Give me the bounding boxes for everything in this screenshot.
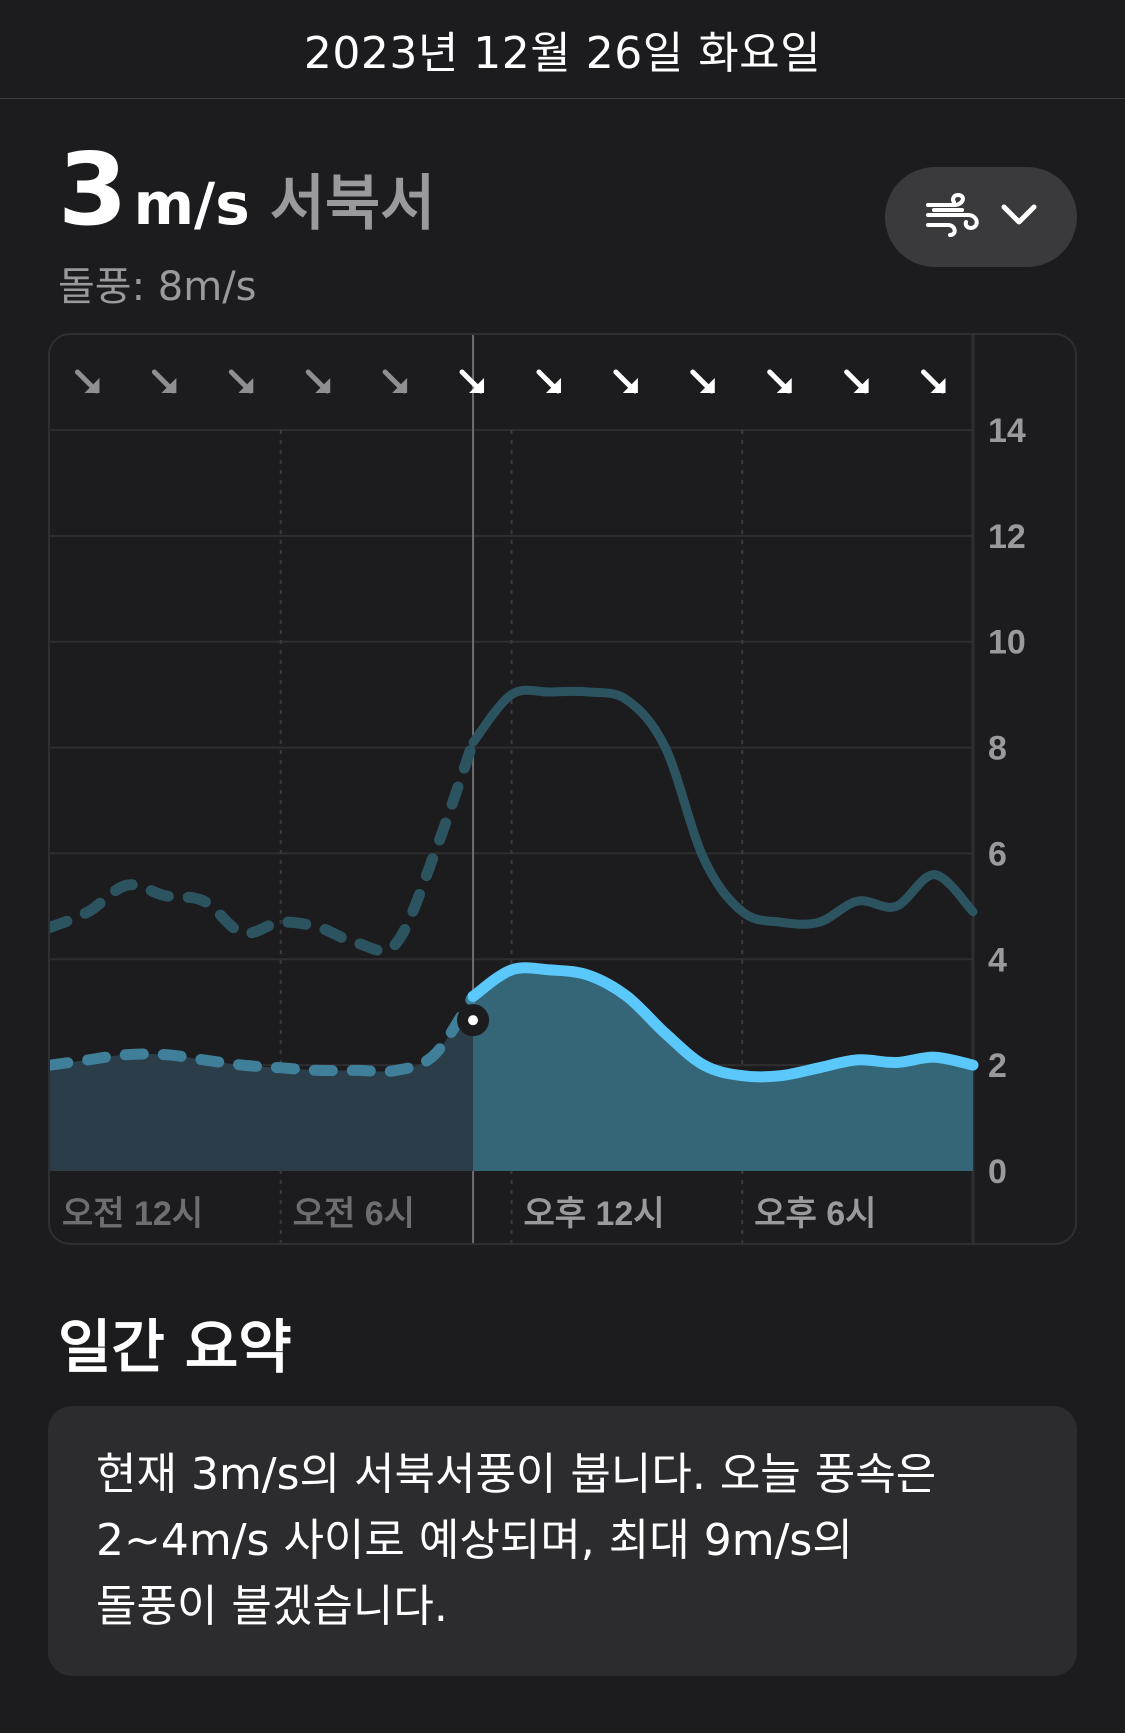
summary-text-line-2: 2~4m/s 사이로 예상되며, 최대 9m/s의 bbox=[96, 1515, 853, 1566]
gust-line-future bbox=[468, 685, 978, 929]
chevron-down-icon bbox=[1000, 203, 1038, 231]
wind-speed-unit: m/s bbox=[133, 170, 250, 238]
summary-title: 일간 요약 bbox=[58, 1313, 292, 1381]
wind-line-future bbox=[467, 962, 979, 1083]
y-tick-label: 0 bbox=[988, 1153, 1007, 1191]
wind-area-past bbox=[50, 996, 474, 1171]
wind-icon bbox=[924, 192, 982, 241]
direction-arrow-icon bbox=[921, 369, 946, 394]
wind-direction: 서북서 bbox=[269, 169, 436, 239]
gust-label: 돌풍: 8m/s bbox=[58, 264, 257, 310]
direction-arrow-icon bbox=[844, 369, 869, 394]
date-label: 2023년 12월 26일 화요일 bbox=[303, 28, 822, 79]
y-tick-label: 14 bbox=[988, 412, 1026, 450]
x-tick-label: 오전 12시 bbox=[62, 1195, 203, 1233]
direction-arrow-icon bbox=[690, 369, 715, 394]
wind-chart: 0 2 4 6 8 10 12 14 오전 12시 오전 6시 오후 12시 오후 6시 bbox=[48, 333, 1077, 1245]
summary-text-line-1: 현재 3m/s의 서북서풍이 붑니다. 오늘 풍속은 bbox=[96, 1449, 937, 1500]
direction-arrow-icon bbox=[151, 369, 177, 394]
direction-arrow-icon bbox=[459, 369, 485, 394]
direction-arrow-icon bbox=[305, 369, 331, 394]
y-tick-label: 6 bbox=[988, 835, 1007, 873]
direction-arrow-icon bbox=[613, 369, 638, 394]
gust-line-past bbox=[50, 736, 479, 957]
date-header: 2023년 12월 26일 화요일 bbox=[0, 0, 1125, 99]
direction-arrow-icon bbox=[382, 369, 408, 394]
y-tick-label: 4 bbox=[988, 941, 1007, 979]
y-tick-label: 2 bbox=[988, 1047, 1007, 1085]
metric-picker-button[interactable] bbox=[885, 167, 1077, 267]
direction-arrow-icon bbox=[536, 369, 561, 394]
wind-area-future bbox=[473, 967, 973, 1171]
x-tick-label: 오후 6시 bbox=[754, 1195, 876, 1233]
x-tick-label: 오전 6시 bbox=[293, 1195, 415, 1233]
direction-arrow-icon bbox=[767, 369, 792, 394]
direction-arrow-icon bbox=[74, 369, 100, 394]
x-tick-label: 오후 12시 bbox=[524, 1195, 665, 1233]
wind-chart-svg: 0 2 4 6 8 10 12 14 오전 12시 오전 6시 오후 12시 오후 6시 bbox=[50, 335, 1026, 1243]
direction-arrow-icon bbox=[228, 369, 254, 394]
y-tick-label: 10 bbox=[988, 624, 1026, 662]
now-marker-dot bbox=[468, 1015, 479, 1026]
current-wind: 3 m/s 서북서 bbox=[58, 140, 435, 242]
y-tick-label: 8 bbox=[988, 730, 1007, 768]
summary-text-line-3: 돌풍이 불겠습니다. bbox=[96, 1581, 448, 1632]
wind-line-past bbox=[50, 990, 479, 1078]
y-tick-label: 12 bbox=[988, 518, 1026, 556]
wind-speed-value: 3 bbox=[58, 131, 128, 248]
summary-card: 현재 3m/s의 서북서풍이 붑니다. 오늘 풍속은 2~4m/s 사이로 예상… bbox=[48, 1406, 1077, 1676]
